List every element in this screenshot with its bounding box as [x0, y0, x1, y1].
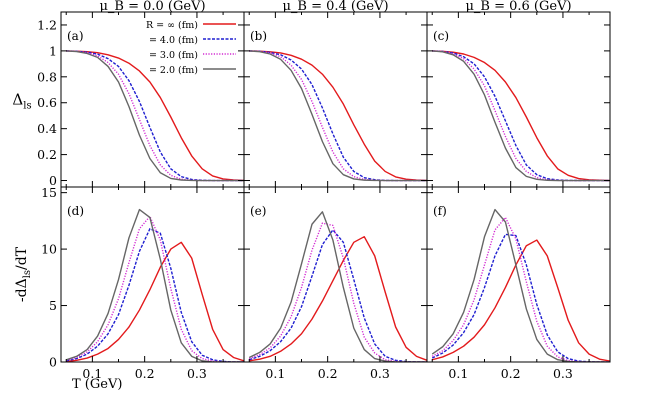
x-tick-label: 0.3 — [187, 366, 207, 381]
y-tick-label: 0.2 — [37, 147, 57, 162]
x-tick-label: 0.3 — [370, 366, 390, 381]
y-tick-label: 1.2 — [37, 17, 57, 32]
panel-frame — [426, 186, 611, 363]
legend-entry-label: = 4.0 (fm) — [149, 35, 198, 46]
series-line-f-2 — [431, 233, 610, 362]
series-line-a-1 — [66, 50, 244, 182]
panel-e: 0.1 0.2 0.3 (e) — [243, 186, 428, 381]
x-axis-label: T (GeV) — [72, 377, 122, 392]
series-line-e-1 — [249, 235, 427, 362]
panel-label: (e) — [250, 204, 266, 218]
y-axis-label-top: Δls — [12, 91, 31, 112]
series-line-b-3 — [249, 50, 427, 182]
panel-frame — [426, 11, 611, 188]
series-line-d-1 — [66, 241, 244, 362]
series-line-e-3 — [248, 222, 427, 362]
y-tick-label: 0 — [49, 355, 57, 370]
panel-f: 0.1 0.2 0.3 (f) — [426, 186, 611, 381]
series-line-e-4 — [248, 211, 427, 362]
series-line-e-2 — [249, 229, 427, 362]
panel-label: (a) — [67, 29, 84, 43]
panel-d: 0 5 10 15 0.1 0.2 0.3 (d) — [41, 185, 245, 381]
x-tick-label: 0.1 — [265, 366, 285, 381]
panel-label: (d) — [67, 204, 84, 218]
panel-a: 0 0.2 0.4 0.6 0.8 1 1.2 (a) — [37, 11, 245, 188]
x-tick-label: 0.3 — [553, 366, 573, 381]
panel-label: (f) — [433, 204, 447, 218]
y-tick-label: 0 — [49, 173, 57, 188]
panel-label: (c) — [433, 29, 449, 43]
series-line-c-1 — [432, 50, 610, 182]
y-tick-label: 0.4 — [37, 121, 57, 136]
x-tick-label: 0.1 — [448, 366, 468, 381]
series-line-f-1 — [432, 239, 610, 362]
column-title-2: μ_B = 0.4 (GeV) — [282, 0, 388, 14]
column-title-3: μ_B = 0.6 (GeV) — [465, 0, 571, 14]
series-line-f-4 — [431, 208, 610, 362]
y-tick-label: 5 — [49, 298, 57, 313]
panel-label: (b) — [250, 29, 267, 43]
series-line-d-3 — [66, 215, 244, 362]
y-tick-label: 0.6 — [37, 95, 57, 110]
series-line-c-2 — [432, 50, 610, 182]
series-line-c-3 — [432, 50, 610, 182]
series-line-a-4 — [66, 50, 244, 182]
legend-entry-label: = 2.0 (fm) — [149, 65, 198, 76]
x-tick-label: 0.1 — [82, 366, 102, 381]
series-line-d-2 — [66, 228, 244, 362]
y-axis-label-bottom: -dΔls/dT — [14, 246, 33, 302]
series-line-c-4 — [432, 50, 610, 182]
series-line-b-4 — [249, 50, 427, 182]
y-tick-label: 10 — [41, 242, 57, 257]
y-tick-label: 1 — [49, 43, 57, 58]
panel-c: (c) — [426, 11, 611, 188]
series-line-b-2 — [249, 50, 427, 182]
legend: R = ∞ (fm) = 4.0 (fm) = 3.0 (fm) = 2.0 (fm) — [146, 20, 236, 76]
y-tick-label: 0.8 — [37, 69, 57, 84]
series-line-d-4 — [66, 208, 244, 362]
x-tick-label: 0.2 — [501, 366, 521, 381]
x-tick-label: 0.2 — [135, 366, 155, 381]
series-line-b-1 — [249, 50, 427, 182]
x-tick-label: 0.2 — [318, 366, 338, 381]
legend-entry-label: = 3.0 (fm) — [149, 50, 198, 61]
column-title-1: μ_B = 0.0 (GeV) — [99, 0, 205, 14]
panel-frame — [243, 11, 428, 188]
panel-b: (b) — [243, 11, 428, 188]
legend-entry-label: R = ∞ (fm) — [146, 20, 198, 31]
y-tick-label: 15 — [41, 185, 57, 200]
